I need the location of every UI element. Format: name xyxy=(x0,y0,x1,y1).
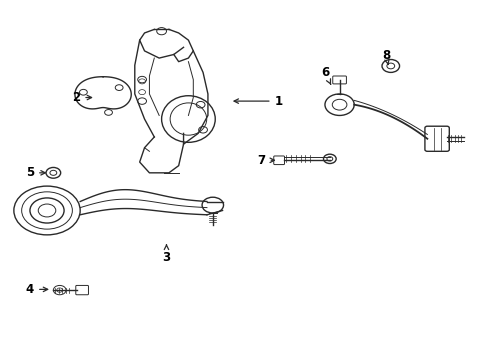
Text: 8: 8 xyxy=(381,49,389,64)
Text: 5: 5 xyxy=(26,166,45,179)
Text: 2: 2 xyxy=(72,91,91,104)
Text: 7: 7 xyxy=(257,154,274,167)
Text: 6: 6 xyxy=(320,66,330,84)
Text: 3: 3 xyxy=(162,245,170,264)
Text: 1: 1 xyxy=(234,95,282,108)
Text: 4: 4 xyxy=(26,283,48,296)
